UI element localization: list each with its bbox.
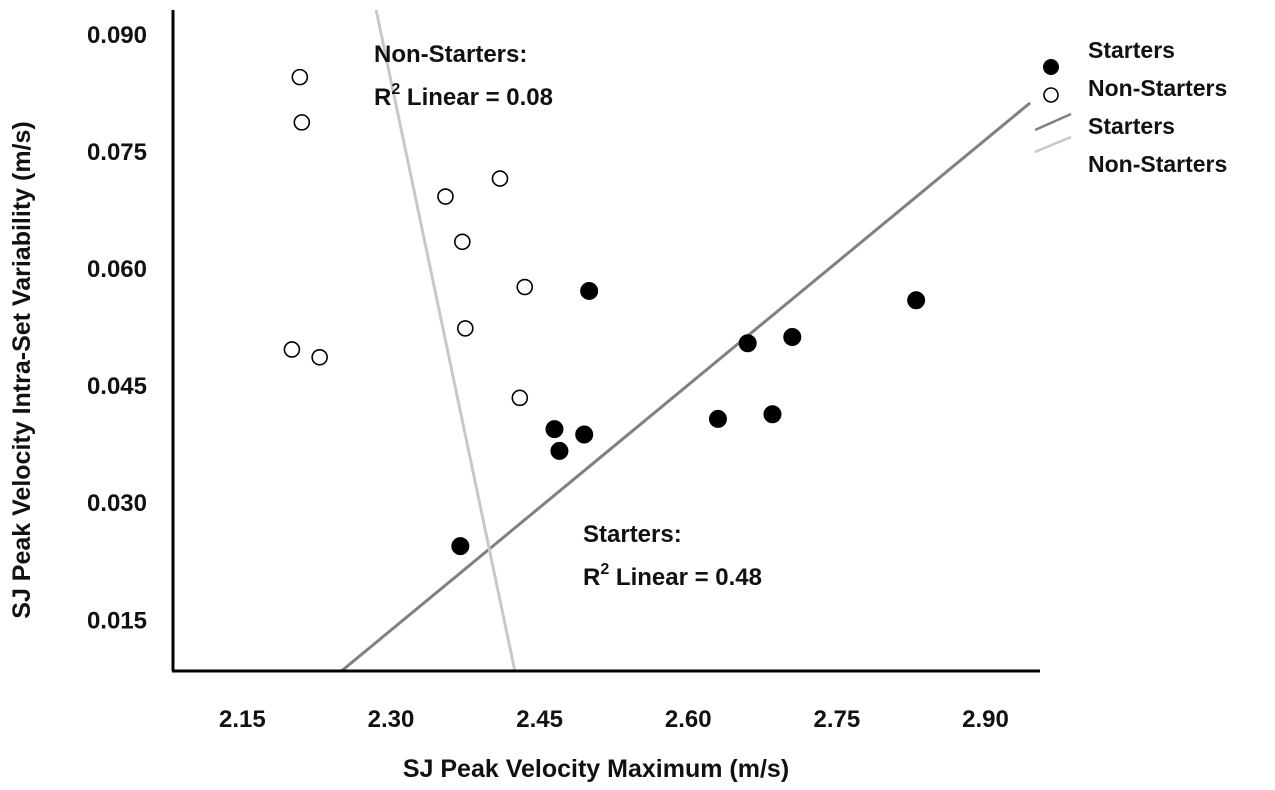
legend-starters-fit-label: Starters xyxy=(1088,113,1175,139)
legend-starters-marker xyxy=(1043,59,1059,75)
starter-point xyxy=(738,334,757,353)
y-axis-label: SJ Peak Velocity Intra-Set Variability (… xyxy=(8,121,36,618)
legend-non-starters-label: Non-Starters xyxy=(1088,75,1227,101)
x-tick-label: 2.45 xyxy=(516,706,563,733)
starter-point xyxy=(550,441,569,460)
annotation-superscript: 2 xyxy=(391,81,400,98)
starter-point xyxy=(708,409,727,428)
legend: Starters Non-Starters Starters Non-Start… xyxy=(1034,37,1227,177)
starter-point xyxy=(580,281,599,300)
y-tick-label: 0.030 xyxy=(87,490,147,517)
x-axis-label: SJ Peak Velocity Maximum (m/s) xyxy=(403,755,789,783)
annotation-starters-title: Starters: xyxy=(583,521,682,548)
x-tick-label: 2.75 xyxy=(814,706,861,733)
non-starter-point xyxy=(291,68,309,86)
starter-point xyxy=(763,405,782,424)
y-tick-label: 0.060 xyxy=(87,256,147,283)
y-tick-label: 0.075 xyxy=(87,139,147,166)
annotation-r-symbol: R xyxy=(374,84,391,111)
x-tick-label: 2.60 xyxy=(665,706,712,733)
non-starter-point xyxy=(311,348,328,366)
non-starter-point xyxy=(293,114,311,131)
legend-starters-label: Starters xyxy=(1088,37,1175,63)
annotation-starters-r2: Starters: R2 Linear = 0.48 xyxy=(583,521,762,591)
x-tick-label: 2.30 xyxy=(368,706,415,733)
non-starter-point xyxy=(437,188,454,205)
non-starter-point xyxy=(457,320,474,337)
legend-starters-fit-line xyxy=(1034,112,1072,132)
annotation-starters-r2-text: R2 Linear = 0.48 xyxy=(583,561,762,591)
starter-point xyxy=(575,425,594,444)
non-starter-point xyxy=(511,389,529,407)
starter-point xyxy=(783,327,802,346)
annotation-non-starters-r2-text: R2 Linear = 0.08 xyxy=(374,81,553,111)
legend-non-starters-fit-label: Non-Starters xyxy=(1088,151,1227,177)
y-tick-label: 0.045 xyxy=(87,373,147,400)
annotation-superscript: 2 xyxy=(600,561,609,578)
non-starters-fit-line xyxy=(374,9,517,672)
legend-non-starters-fit-line xyxy=(1034,135,1072,154)
annotation-r-symbol: R xyxy=(583,564,600,591)
starter-point xyxy=(545,420,564,439)
x-tick-label: 2.15 xyxy=(219,706,266,733)
starters-fit-line xyxy=(340,101,1032,673)
non-starter-point xyxy=(454,233,471,251)
annotation-non-starters-r2: Non-Starters: R2 Linear = 0.08 xyxy=(374,41,553,111)
annotation-r2-value: Linear = 0.48 xyxy=(609,564,762,591)
y-tick-label: 0.090 xyxy=(87,22,147,49)
legend-non-starters-marker xyxy=(1043,87,1059,103)
annotation-r2-value: Linear = 0.08 xyxy=(400,84,553,111)
x-tick-label: 2.90 xyxy=(962,706,1009,733)
y-tick-label: 0.015 xyxy=(87,607,147,634)
starter-point xyxy=(451,537,470,556)
non-starter-point xyxy=(516,278,534,296)
starter-point xyxy=(907,291,926,310)
annotation-non-starters-title: Non-Starters: xyxy=(374,41,527,68)
non-starter-point xyxy=(283,341,301,358)
non-starter-point xyxy=(491,170,509,187)
